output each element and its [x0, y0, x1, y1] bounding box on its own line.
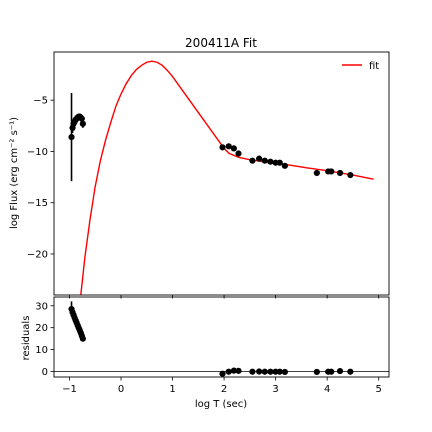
plot-frame	[53, 51, 390, 296]
x-axis-tick-label: 0	[118, 384, 124, 395]
flux-data-point	[261, 157, 268, 164]
residuals-panel: residuals log T (sec) 0 10 20 30 −1 0 1 2 3 4 5	[21, 296, 390, 410]
x-axis-tick-label: 3	[272, 384, 278, 395]
x-axis-tick-label: 1	[169, 384, 175, 395]
residual-point	[249, 368, 256, 375]
legend-label-fit: fit	[369, 61, 379, 72]
flux-data-point	[78, 115, 85, 122]
residual-point	[219, 370, 226, 377]
flux-data-point	[219, 144, 226, 151]
flux-points	[68, 93, 354, 182]
residuals-y-axis-tick-label: 10	[35, 345, 48, 356]
y-axis-tick-label: −5	[33, 96, 48, 107]
flux-data-point	[347, 171, 354, 179]
x-axis-tick-label: 2	[221, 384, 227, 395]
y-axis-ticks: −5 −10 −15 −20	[27, 96, 54, 260]
residual-point	[79, 335, 86, 342]
residuals-y-axis-label: residuals	[21, 316, 32, 361]
flux-data-point	[225, 143, 232, 150]
flux-data-point	[267, 158, 274, 165]
flux-data-point	[230, 145, 237, 152]
y-axis-tick-label: −20	[27, 249, 48, 260]
flux-data-point	[256, 155, 263, 162]
residual-point	[328, 368, 335, 375]
residuals-y-axis-tick-label: 20	[35, 323, 48, 334]
residual-point	[313, 368, 320, 376]
residuals-frame	[53, 296, 390, 378]
flux-data-point	[249, 157, 256, 164]
y-axis-label: log Flux (erg cm⁻² s⁻¹)	[9, 117, 20, 229]
x-axis-tick-label: 4	[324, 384, 330, 395]
flux-data-point	[328, 168, 335, 175]
residual-point	[281, 368, 288, 376]
residual-point	[261, 368, 268, 375]
x-axis-tick-label: −1	[62, 384, 77, 395]
x-axis-label: log T (sec)	[195, 399, 247, 410]
residual-point	[336, 367, 344, 375]
residuals-x-axis-ticks: −1 0 1 2 3 4 5	[62, 377, 382, 395]
residual-point	[256, 368, 263, 375]
residuals-y-axis-ticks: 0 10 20 30	[35, 301, 54, 378]
flux-data-point	[235, 150, 242, 157]
residual-point	[235, 367, 242, 374]
y-axis-tick-label: −10	[27, 147, 48, 158]
residual-point	[230, 367, 237, 374]
residuals-y-axis-tick-label: 0	[42, 367, 48, 378]
flux-data-point	[281, 162, 288, 169]
residual-point	[225, 368, 232, 375]
legend: fit	[342, 61, 379, 72]
residual-point	[347, 368, 354, 375]
residuals-y-axis-tick-label: 30	[35, 301, 48, 312]
flux-data-point	[68, 134, 75, 141]
flux-data-point	[313, 169, 320, 177]
flux-data-point	[336, 169, 344, 177]
top-panel: 200411A Fit log Flux (erg cm⁻² s⁻¹) −5 −1…	[9, 36, 390, 299]
x-axis-tick-label: 5	[376, 384, 382, 395]
flux-data-point	[276, 159, 283, 166]
chart-title: 200411A Fit	[185, 36, 257, 50]
flux-data-point	[79, 120, 86, 127]
y-axis-tick-label: −15	[27, 198, 48, 209]
residual-points	[68, 301, 354, 377]
residual-point	[267, 368, 274, 375]
residual-point	[276, 368, 283, 375]
